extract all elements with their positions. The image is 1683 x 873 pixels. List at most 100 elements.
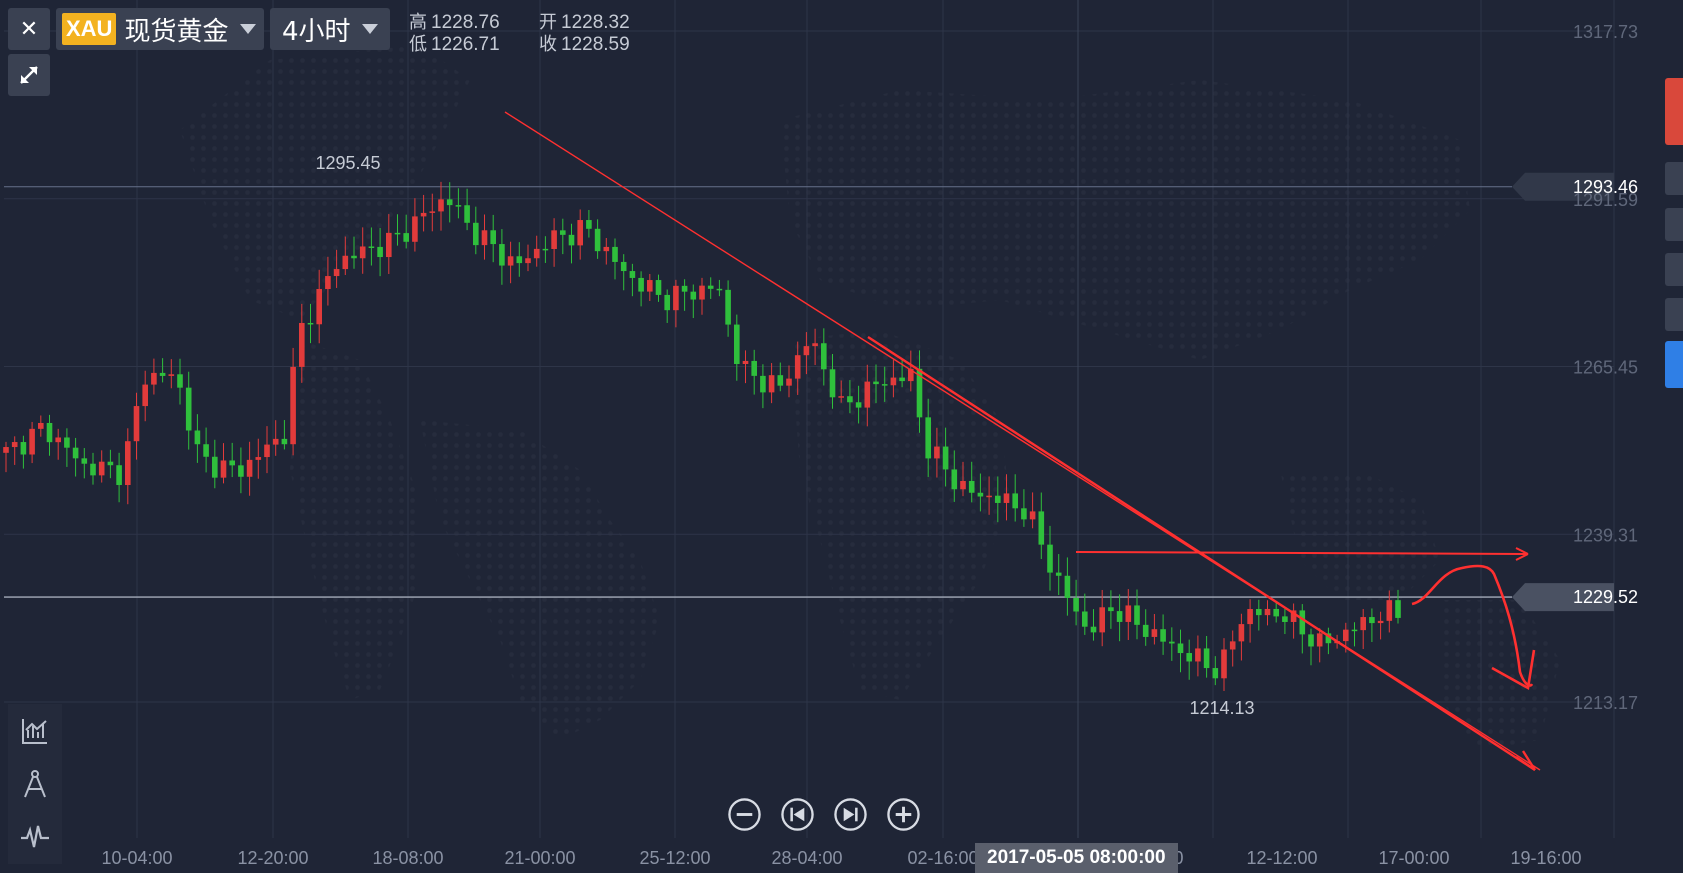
candle-body (1125, 605, 1132, 622)
candle-body (133, 406, 140, 442)
price-level-lines (4, 172, 1614, 612)
low-annotation: 1214.13 (1189, 698, 1254, 718)
candle-body (1360, 617, 1366, 631)
candle-body (1064, 575, 1071, 598)
low-label: 低 (409, 34, 427, 55)
candle-body (751, 360, 757, 376)
candle-body (499, 244, 505, 266)
candle-body (481, 230, 488, 246)
candle-body (194, 430, 201, 445)
x-tick-label: 02-16:00 (907, 848, 978, 868)
y-tick-label: 1239.31 (1573, 525, 1638, 545)
price-tag-shape (1512, 583, 1614, 612)
candle-body (586, 220, 592, 229)
y-tick-label: 1291.59 (1573, 190, 1638, 210)
skip-to-end-icon[interactable] (833, 797, 868, 832)
candle-body (995, 495, 1001, 503)
chevron-down-icon (240, 24, 256, 34)
candle-body (1256, 609, 1262, 616)
zoom-out-icon[interactable] (727, 797, 762, 832)
candle-body (325, 276, 331, 290)
zoom-in-icon[interactable] (886, 797, 921, 832)
candle-body (333, 269, 340, 277)
symbol-code-badge: XAU (62, 13, 117, 45)
candle-body (699, 285, 705, 300)
x-tick-label: 28-04:00 (771, 848, 842, 868)
candle-body (38, 422, 44, 429)
candle-body (229, 460, 235, 466)
arrowhead (1515, 750, 1537, 771)
fullscreen-button[interactable] (8, 54, 50, 96)
side-tab-2[interactable] (1665, 208, 1683, 241)
ohlc-readout: 高 1228.76 开 1228.32 低 1226.71 收 1228.59 (409, 12, 649, 56)
candle-body (1343, 629, 1349, 642)
candle-body (873, 381, 879, 385)
candle-body (377, 246, 383, 258)
candle-body (98, 461, 105, 476)
candle-body (681, 285, 688, 292)
candle-body (446, 199, 453, 206)
candle-body (90, 463, 96, 476)
side-tab-3[interactable] (1665, 253, 1683, 286)
skip-to-start-icon[interactable] (780, 797, 815, 832)
candle-body (1247, 609, 1253, 625)
candle-body (386, 232, 392, 258)
candle-body (168, 374, 175, 376)
candle-body (1282, 616, 1288, 622)
candle-body (429, 211, 436, 213)
arrowhead (1515, 547, 1529, 561)
candle-body (760, 375, 766, 393)
candle-body (1377, 620, 1384, 624)
candle-body (768, 375, 775, 393)
chart-toolbar: ✕ XAU 现货黄金 4小时 (8, 8, 390, 50)
side-tab-4[interactable] (1665, 298, 1683, 331)
candle-body (942, 446, 949, 470)
candle-body (1203, 648, 1210, 669)
candle-body (551, 230, 557, 249)
candle-body (1351, 629, 1358, 632)
candle-body (934, 446, 940, 459)
wave-tool-button[interactable] (17, 819, 53, 855)
candle-body (908, 368, 914, 382)
candle-body (1151, 629, 1158, 637)
candle-body (290, 366, 296, 445)
x-tick-label: 21-00:00 (504, 848, 575, 868)
candle-body (968, 480, 975, 493)
candle-body (838, 396, 844, 398)
indicator-button[interactable] (17, 713, 53, 749)
close-button[interactable]: ✕ (8, 8, 50, 50)
candle-body (568, 234, 575, 246)
x-tick-label: 19-16:00 (1510, 848, 1581, 868)
period-selector[interactable]: 4小时 (270, 8, 390, 50)
y-tick-label: 1213.17 (1573, 693, 1638, 713)
candle-body (1012, 493, 1018, 509)
candle-body (151, 372, 157, 385)
candle-body (1021, 508, 1027, 520)
candle-body (638, 277, 644, 292)
candle-body (864, 381, 871, 408)
x-tick-label: 10-04:00 (101, 848, 172, 868)
side-tab-1[interactable] (1665, 162, 1683, 195)
high-annotation: 1295.45 (315, 153, 380, 173)
side-tab-red[interactable] (1665, 78, 1683, 145)
x-tick-label: 17-00:00 (1378, 848, 1449, 868)
candle-body (734, 324, 740, 365)
candle-body (412, 216, 418, 242)
candle-body (1212, 668, 1219, 679)
candle-body (516, 256, 523, 264)
close-value: 1228.59 (561, 34, 630, 55)
candle-body (786, 378, 792, 386)
draw-tool-button[interactable] (17, 766, 53, 802)
candle-body (125, 441, 131, 486)
candle-body (1142, 624, 1149, 637)
side-tab-blue[interactable] (1665, 341, 1683, 388)
candle-body (246, 459, 253, 477)
candle-body (812, 343, 818, 347)
candle-body (620, 261, 627, 272)
candle-body (1169, 641, 1175, 644)
crosshair-date-label: 2017-05-05 08:00:00 (975, 843, 1178, 873)
candle-body (1108, 607, 1114, 612)
symbol-selector[interactable]: XAU 现货黄金 (56, 8, 264, 50)
low-value: 1226.71 (431, 34, 500, 55)
